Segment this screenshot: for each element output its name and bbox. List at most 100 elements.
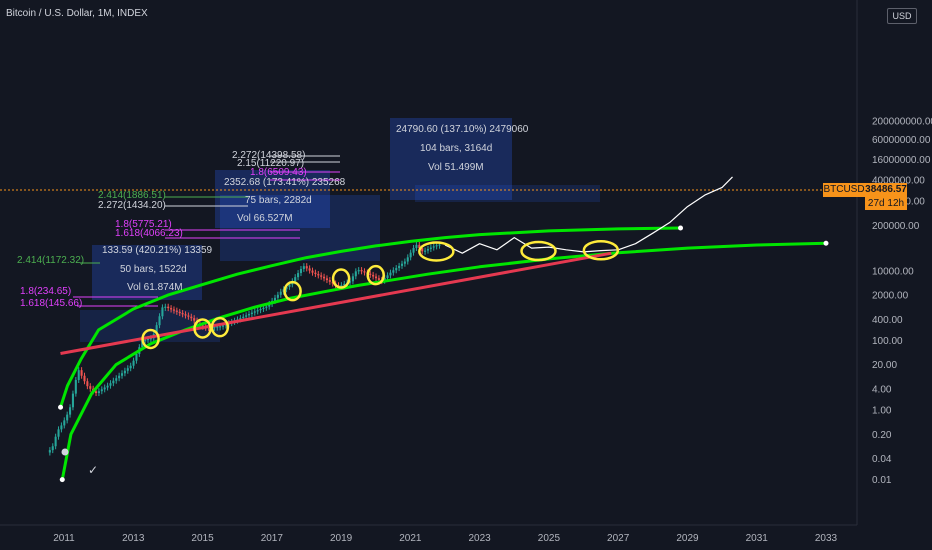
candle bbox=[314, 272, 317, 275]
candle bbox=[438, 244, 441, 246]
candle bbox=[144, 339, 147, 341]
candle bbox=[374, 276, 378, 279]
candle bbox=[77, 370, 80, 380]
upper-resistance-curve bbox=[59, 226, 681, 408]
y-tick-label: 0.04 bbox=[872, 454, 892, 465]
candle bbox=[74, 379, 77, 394]
y-tick-label: 0.01 bbox=[872, 475, 892, 486]
bar-countdown: 27d 12h bbox=[865, 197, 907, 210]
candle bbox=[118, 375, 121, 379]
candle bbox=[213, 326, 216, 329]
candle bbox=[435, 245, 438, 247]
candle bbox=[184, 314, 187, 316]
measure-change-text: 24790.60 (137.10%) 2479060 bbox=[396, 124, 529, 135]
measure-change-text: 133.59 (420.21%) 13359 bbox=[102, 245, 213, 256]
candle bbox=[360, 270, 363, 272]
curve-end-dot bbox=[823, 240, 829, 246]
candle bbox=[86, 381, 89, 387]
candle bbox=[161, 307, 164, 317]
candle bbox=[221, 325, 225, 327]
candle bbox=[424, 250, 427, 252]
curve-end-dot bbox=[678, 225, 684, 231]
highlight-circle bbox=[418, 241, 455, 262]
red-trend-line bbox=[60, 251, 612, 355]
measure-bars-text: 104 bars, 3164d bbox=[420, 143, 493, 154]
candle bbox=[262, 307, 265, 310]
candle bbox=[392, 270, 395, 273]
candle bbox=[71, 393, 74, 408]
candle bbox=[256, 310, 259, 312]
y-tick-label: 4.00 bbox=[872, 385, 892, 396]
candle bbox=[403, 261, 406, 264]
highlight-circle bbox=[331, 268, 351, 289]
candle bbox=[320, 275, 323, 277]
x-tick-label: 2021 bbox=[399, 533, 422, 544]
candle bbox=[369, 273, 372, 275]
candle bbox=[308, 268, 311, 271]
candle bbox=[48, 450, 51, 453]
highlight-circle bbox=[210, 316, 230, 338]
candle bbox=[415, 244, 418, 248]
candle bbox=[299, 268, 303, 274]
time-axis: 2011 2013 2015 2017 2019 2021 2023 2025 2027 2029… bbox=[53, 533, 837, 544]
y-tick-label: 60000000.00 bbox=[872, 135, 931, 146]
candle bbox=[178, 311, 181, 314]
candle bbox=[54, 436, 57, 447]
candle bbox=[109, 383, 112, 386]
candle bbox=[219, 326, 222, 328]
candle bbox=[63, 420, 66, 426]
highlight-circle bbox=[141, 328, 160, 350]
event-marker-icon bbox=[61, 448, 69, 456]
candle bbox=[354, 271, 357, 277]
candle bbox=[285, 286, 288, 290]
candle bbox=[175, 310, 178, 312]
fib-label: 1.8(5775.21) bbox=[115, 219, 172, 230]
candle bbox=[305, 266, 308, 269]
x-tick-label: 2019 bbox=[330, 533, 353, 544]
candle bbox=[242, 316, 245, 319]
range-box-3 bbox=[415, 185, 600, 202]
y-tick-label: 10000.00 bbox=[872, 266, 914, 277]
candle bbox=[406, 257, 409, 262]
candle bbox=[158, 316, 161, 326]
candle bbox=[302, 266, 305, 269]
check-mark-icon: ✓ bbox=[88, 463, 98, 477]
currency-scale-label[interactable]: USD bbox=[887, 8, 917, 24]
series-layer bbox=[48, 176, 829, 483]
candle bbox=[297, 273, 300, 278]
candle bbox=[187, 315, 190, 317]
candle bbox=[245, 315, 248, 317]
info-box-3 bbox=[390, 118, 512, 200]
measure-bars-text: 50 bars, 1522d bbox=[120, 264, 187, 275]
measure-volume-text: Vol 66.527M bbox=[237, 213, 293, 224]
candle bbox=[51, 446, 54, 451]
candle bbox=[395, 268, 398, 271]
candle bbox=[317, 274, 320, 276]
candle bbox=[265, 306, 268, 308]
candle bbox=[181, 313, 184, 315]
curve-start-dot bbox=[58, 404, 64, 410]
candle bbox=[372, 274, 375, 277]
x-tick-label: 2025 bbox=[538, 533, 561, 544]
fib-label: 2.15(11220.97) bbox=[237, 158, 305, 169]
candle bbox=[311, 270, 314, 273]
candle bbox=[106, 385, 109, 388]
y-tick-label: 0.20 bbox=[872, 430, 892, 441]
candle bbox=[250, 312, 253, 315]
candle bbox=[377, 278, 380, 280]
price-axis: 200000000.00 60000000.00 16000000.00 400000… bbox=[872, 117, 932, 486]
fib-label: 1.618(145.66) bbox=[20, 298, 83, 309]
highlight-circle bbox=[520, 240, 557, 262]
candle bbox=[432, 246, 435, 248]
candle bbox=[418, 244, 421, 249]
candle bbox=[69, 407, 72, 415]
x-tick-label: 2033 bbox=[815, 533, 838, 544]
candle bbox=[120, 373, 124, 376]
chart-title: Bitcoin / U.S. Dollar, 1M, INDEX bbox=[6, 8, 148, 19]
candle bbox=[216, 326, 219, 328]
x-tick-label: 2031 bbox=[746, 533, 769, 544]
y-tick-label: 200000000.00 bbox=[872, 117, 932, 128]
highlight-circle bbox=[366, 264, 385, 286]
candle bbox=[97, 391, 100, 394]
